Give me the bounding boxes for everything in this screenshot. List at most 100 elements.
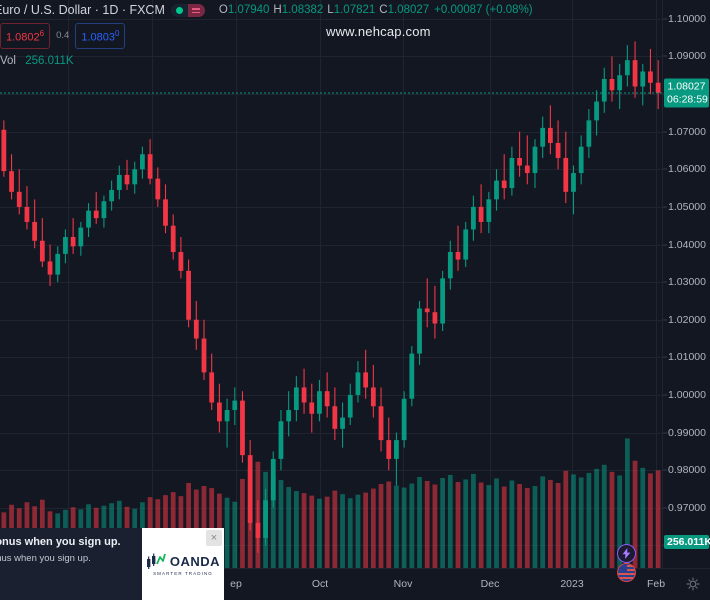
candle-body [147,154,153,179]
volume-bar [617,475,623,568]
site-watermark: www.nehcap.com [326,24,431,39]
gridline-vertical [68,0,69,568]
candle-body [363,372,369,388]
chart-gridlines [0,0,662,568]
candle-body [524,165,530,174]
volume-bar [409,483,415,568]
volume-bar [432,484,438,568]
volume-bar [309,495,315,568]
candle-body [455,252,461,260]
volume-bar [578,477,584,568]
candle-body [47,261,53,275]
gridline-horizontal [0,282,662,283]
volume-bar [471,473,476,568]
volume-bar [224,497,230,568]
candle-body [648,71,653,83]
ask-price-box[interactable]: 1.08030 [75,23,126,49]
price-axis-tick [663,356,667,358]
gear-icon[interactable] [686,577,700,591]
candle-body [278,421,284,459]
candle-body [32,221,38,241]
time-axis-label: 2023 [560,578,584,590]
current-price-value: 1.08027 [667,80,706,93]
volume-bar [632,460,638,568]
ohlc-c-label: C [379,4,388,16]
candle-body [63,236,68,254]
volume-bar [517,484,522,568]
oanda-logo: OANDA SMARTER TRADING [146,553,220,576]
candle-body [440,278,446,324]
gridline-horizontal [0,357,662,358]
candle-body [494,180,499,200]
price-axis-tick [663,394,667,396]
lightning-bolt-icon[interactable] [617,544,636,563]
volume-label: Vol [0,54,16,67]
ohlc-l-value: 1.07821 [333,4,376,16]
candle-body [78,227,84,247]
ad-brand-panel: × OANDA SMARTER TRADING [142,528,224,600]
volume-bar [340,494,345,568]
oanda-brand-name: OANDA [169,553,221,569]
candle-body [124,174,130,185]
legend-volume-row[interactable]: Vol 256.011K [0,54,533,69]
advertisement-overlay[interactable]: a SG$388 bonus when you sign up. sit SG$… [0,528,224,600]
gridline-vertical [320,0,321,568]
candle-body [401,398,407,441]
candle-body [578,146,584,174]
gridline-horizontal [0,433,662,434]
price-axis-label: 1.09000 [668,50,706,63]
close-icon[interactable]: × [206,530,222,546]
candle-body [116,174,122,190]
volume-bar [571,474,576,568]
candle-body [86,210,91,228]
volume-bar [447,474,453,568]
time-axis-label: Dec [480,578,500,590]
price-axis-tick [663,55,667,57]
symbol-title[interactable]: Euro / U.S. Dollar · 1D · FXCM [0,3,165,17]
ad-headline: a SG$388 bonus when you sign up. [0,536,121,548]
gridline-vertical [490,0,491,568]
ask-price: 1.0803 [81,31,115,44]
current-price-tag: 1.08027 06:28:59 [664,78,709,108]
candle-body [632,60,638,87]
gridline-horizontal [0,320,662,321]
candle-body [640,71,646,87]
price-axis-label: 1.00000 [668,388,706,401]
price-axis-tick [663,507,667,509]
price-axis[interactable]: 1.08027 06:28:59 256.011K 1.10000 1.09000… [662,0,710,568]
gridline-horizontal [0,94,662,95]
ad-copy: a SG$388 bonus when you sign up. sit SG$… [0,528,142,600]
candle-body [601,78,607,102]
ask-price-sup: 0 [114,29,120,38]
candle-body [232,400,238,411]
candle-body [501,180,507,189]
candle-body [586,120,592,147]
volume-bar [370,488,376,568]
price-axis-tick [663,469,667,471]
volume-bar [401,487,407,568]
volume-bar [270,475,276,568]
gridline-horizontal [0,508,662,509]
us-flag-icon[interactable] [617,563,636,582]
volume-bar [293,491,299,568]
price-axis-label: 1.10000 [668,12,706,25]
volume-bar [417,476,422,568]
candle-body [140,154,145,170]
price-axis-label: 0.99000 [668,426,706,439]
ohlc-o-value: 1.07940 [227,4,270,16]
candle-body [109,189,115,202]
bar-countdown: 06:28:59 [667,93,708,106]
candle-body [170,225,176,253]
bid-price-box[interactable]: 1.08026 [0,23,51,49]
oanda-mark-icon [146,553,166,569]
time-axis-label: Feb [646,578,666,590]
candle-body [263,500,268,538]
ohlc-o-label: O [218,4,228,16]
price-axis-tick [663,131,667,133]
volume-bar [609,471,615,568]
volume-bar [363,492,369,568]
candle-body [324,391,330,407]
candle-body [155,178,161,200]
candle-style-icon[interactable] [170,4,205,17]
chart-canvas[interactable] [0,0,662,568]
